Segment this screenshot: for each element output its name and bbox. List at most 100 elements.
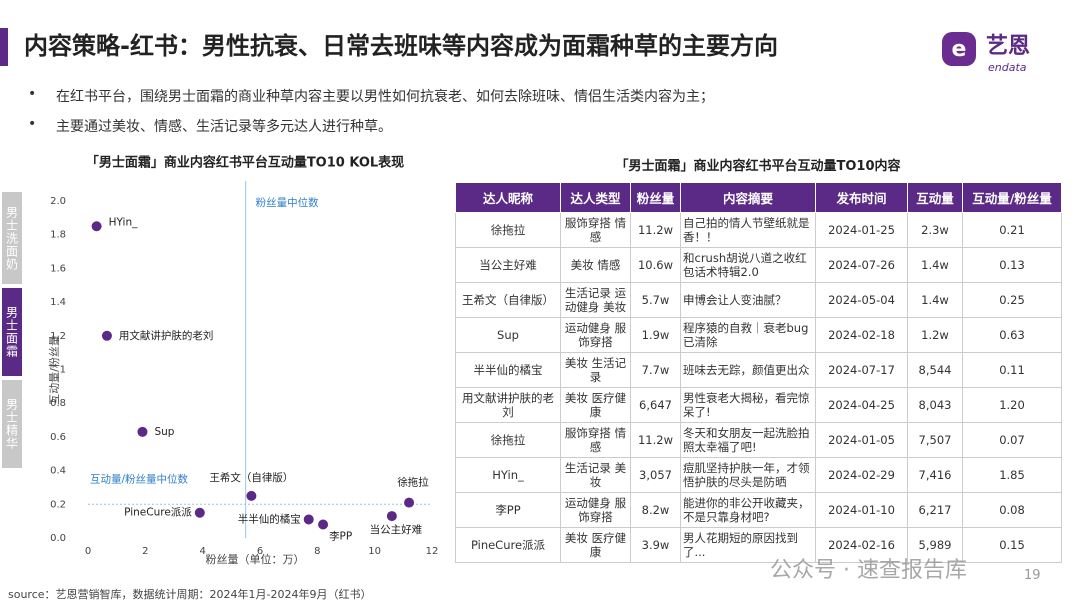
bullet: 主要通过美妆、情感、生活记录等多元达人进行种草。 [28, 116, 392, 136]
table-cell: 1.9w [630, 317, 681, 353]
table-row: PineCure派派 美妆 医疗健康 3.9w 男人花期短的原因找到了... 2024-… [455, 527, 1062, 563]
x-tick-label: 0 [85, 546, 91, 557]
table-row: 李PP 运动健身 服饰穿搭 8.2w 能进你的非公开收藏夹，不是只靠身材吧? 2024-… [455, 492, 1062, 528]
table-cell: 7,507 [907, 422, 963, 458]
table-cell: 用文献讲护肤的老刘 [455, 387, 561, 423]
point [246, 490, 257, 501]
bullet: 在红书平台，围绕男士面霜的商业种草内容主要以男性如何抗衰老、如何去除班味、情侣生… [28, 86, 714, 106]
table-cell: 0.11 [962, 352, 1062, 388]
table-row: 当公主好难 美妆 情感 10.6w 和crush胡说八道之收红包话术特辑2.0 2024… [455, 247, 1062, 283]
table-cell: 李PP [455, 492, 561, 528]
point-label: 半半仙的橘宝 [238, 512, 301, 525]
table-cell: 0.63 [962, 317, 1062, 353]
table-cell: 服饰穿搭 情感 [560, 212, 631, 248]
point [91, 221, 102, 232]
y-tick-label: 1.2 [50, 331, 66, 342]
table-cell: 服饰穿搭 情感 [560, 422, 631, 458]
watermark: 公众号 · 速查报告库 [770, 558, 967, 583]
x-tick-label: 10 [368, 546, 381, 557]
x-tick-label: 4 [199, 546, 205, 557]
table-cell: 8,043 [907, 387, 963, 423]
point-label: 用文献讲护肤的老刘 [119, 329, 214, 342]
table-cell: 美妆 生活记录 [560, 352, 631, 388]
header-cell: 互动量/粉丝量 [962, 182, 1062, 213]
table-cell: 2.3w [907, 212, 963, 248]
header-cell: 发布时间 [815, 182, 908, 213]
point-label: 李PP [329, 530, 352, 543]
table-cell: 申博会让人变油腻？ [680, 282, 816, 318]
table-cell: 徐拖拉 [455, 422, 561, 458]
table-cell: 能进你的非公开收藏夹，不是只靠身材吧? [680, 492, 816, 528]
table-cell: 男性衰老大揭秘，看完惊呆了! [680, 387, 816, 423]
x-axis-label: 粉丝量（单位：万） [206, 552, 305, 566]
table-cell: 冬天和女朋友一起洗脸拍照太幸福了吧! [680, 422, 816, 458]
side-tab[interactable]: 男士精华 [2, 380, 22, 468]
table-cell: 2024-01-10 [815, 492, 908, 528]
table-cell: 班味去无踪，颜值更出众 [680, 352, 816, 388]
table-header: 达人昵称 达人类型 粉丝量 内容摘要 发布时间 互动量 互动量/粉丝量 [455, 182, 1062, 213]
y-tick-label: 1.8 [50, 230, 66, 241]
table-cell: 6,647 [630, 387, 681, 423]
table-row: 徐拖拉 服饰穿搭 情感 11.2w 冬天和女朋友一起洗脸拍照太幸福了吧! 2024-01… [455, 422, 1062, 458]
table-row: 用文献讲护肤的老刘 美妆 医疗健康 6,647 男性衰老大揭秘，看完惊呆了! 2024-… [455, 387, 1062, 423]
point [303, 514, 314, 525]
table-cell: 6,217 [907, 492, 963, 528]
table-cell: 5,989 [907, 527, 963, 563]
table-cell: 7.7w [630, 352, 681, 388]
table-cell: 1.20 [962, 387, 1062, 423]
point-label: 王希文（自律版） [209, 471, 293, 484]
table-cell: 生活记录 美妆 [560, 457, 631, 493]
table-cell: 5.7w [630, 282, 681, 318]
point-label: PineCure派派 [124, 507, 192, 519]
side-tab[interactable]: 男士洗面奶 [2, 192, 22, 284]
point [386, 511, 397, 522]
table-row: 徐拖拉 服饰穿搭 情感 11.2w 自己拍的情人节壁纸就是香！！ 2024-01-25 2… [455, 212, 1062, 248]
header-cell: 内容摘要 [680, 182, 816, 213]
table-cell: 0.07 [962, 422, 1062, 458]
table-row: 半半仙的橘宝 美妆 生活记录 7.7w 班味去无踪，颜值更出众 2024-07-17 8,… [455, 352, 1062, 388]
table-cell: 2024-02-18 [815, 317, 908, 353]
y-tick-label: 0.0 [50, 533, 66, 544]
table-cell: 10.6w [630, 247, 681, 283]
table-cell: 0.21 [962, 212, 1062, 248]
table-cell: PineCure派派 [455, 527, 561, 563]
table-cell: 0.25 [962, 282, 1062, 318]
table-cell: 1.4w [907, 247, 963, 283]
logo-sub: endata [988, 61, 1027, 74]
point-label: Sup [154, 426, 174, 438]
table-cell: 2024-01-05 [815, 422, 908, 458]
table-cell: 1.2w [907, 317, 963, 353]
header-cell: 粉丝量 [630, 182, 681, 213]
table-cell: 2024-01-25 [815, 212, 908, 248]
header-cell: 互动量 [907, 182, 963, 213]
chart-title: 「男士面霜」商业内容红书平台互动量TO10 KOL表现 [86, 155, 404, 171]
table-cell: 2024-02-29 [815, 457, 908, 493]
kol-table: 达人昵称 达人类型 粉丝量 内容摘要 发布时间 互动量 互动量/粉丝量 徐拖拉 服饰穿搭 情感… [455, 182, 1062, 563]
x-tick-label: 2 [142, 546, 148, 557]
table-cell: 0.08 [962, 492, 1062, 528]
table-cell: 当公主好难 [455, 247, 561, 283]
logo-icon-letter: e [952, 37, 967, 62]
table-row: 王希文（自律版） 生活记录 运动健身 美妆 5.7w 申博会让人变油腻？ 2024-05… [455, 282, 1062, 318]
table-cell: 8.2w [630, 492, 681, 528]
table-row: Sup 运动健身 服饰穿搭 1.9w 程序猿的自救｜衰老bug已清除 2024-02-1… [455, 317, 1062, 353]
table-cell: Sup [455, 317, 561, 353]
point [137, 426, 148, 437]
median-label: 粉丝量中位数 [256, 196, 319, 209]
point [101, 330, 112, 341]
header-cell: 达人昵称 [455, 182, 561, 213]
point-label: 当公主好难 [370, 523, 423, 536]
table-cell: 男人花期短的原因找到了... [680, 527, 816, 563]
scatter-chart: 「男士面霜」商业内容红书平台互动量TO10 KOL表现 粉丝量（单位：万） 互动… [48, 155, 438, 567]
table-cell: 3,057 [630, 457, 681, 493]
y-tick-label: 0.4 [50, 466, 66, 477]
page-number: 19 [1024, 568, 1041, 583]
side-tab[interactable]: 男士面霜 [2, 288, 22, 376]
table-cell: 0.15 [962, 527, 1062, 563]
table-cell: 2024-04-25 [815, 387, 908, 423]
table-cell: 自己拍的情人节壁纸就是香！！ [680, 212, 816, 248]
title-bar [0, 28, 8, 66]
point-label: HYin_ [109, 216, 139, 228]
y-tick-label: 1.6 [50, 263, 66, 274]
